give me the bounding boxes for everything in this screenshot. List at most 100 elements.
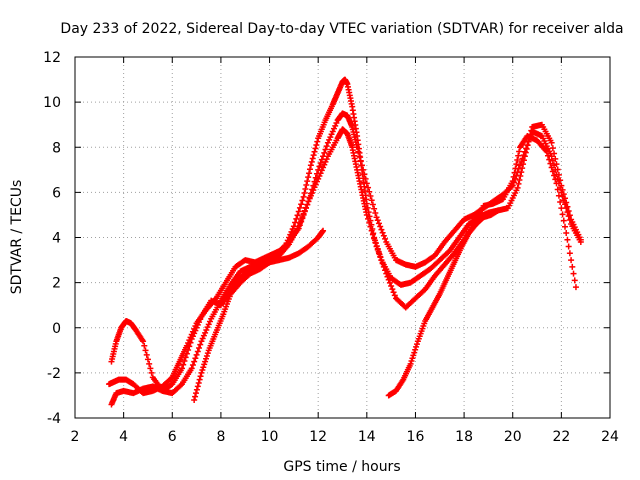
data-point	[192, 327, 199, 334]
data-point	[517, 162, 524, 169]
y-tick-label: 8	[52, 140, 61, 156]
data-point	[317, 160, 324, 167]
data-point	[569, 263, 576, 270]
y-tick-label: 12	[43, 50, 61, 66]
data-point	[379, 260, 386, 267]
data-point	[180, 361, 187, 368]
data-point	[518, 158, 525, 165]
data-point	[204, 350, 211, 357]
y-axis-label: SDTVAR / TECUs	[9, 180, 25, 295]
data-point	[312, 181, 319, 188]
data-point	[560, 217, 567, 224]
data-point	[303, 204, 310, 211]
x-tick-label: 2	[71, 429, 80, 445]
data-point	[188, 336, 195, 343]
data-point	[520, 152, 527, 159]
data-point	[559, 211, 566, 218]
data-point	[367, 223, 374, 230]
data-point	[552, 176, 559, 183]
data-point	[193, 324, 200, 331]
data-point	[563, 229, 570, 236]
data-point	[509, 178, 516, 185]
data-point	[544, 152, 551, 159]
x-tick-label: 10	[261, 429, 279, 445]
data-point	[313, 141, 320, 148]
data-point	[410, 352, 417, 359]
data-point	[322, 146, 329, 153]
data-point	[365, 215, 372, 222]
data-point	[572, 284, 579, 291]
data-point	[194, 383, 201, 390]
data-point	[310, 187, 317, 194]
data-point	[513, 161, 520, 168]
data-point	[303, 182, 310, 189]
data-point	[368, 227, 375, 234]
data-point	[360, 166, 367, 173]
data-point	[148, 369, 155, 376]
data-point	[562, 201, 569, 208]
data-point	[187, 339, 194, 346]
x-tick-label: 6	[168, 429, 177, 445]
data-point	[300, 193, 307, 200]
data-point	[521, 148, 528, 155]
data-point	[374, 246, 381, 253]
y-tick-label: 10	[43, 95, 61, 111]
data-point	[554, 186, 561, 193]
data-point	[553, 180, 560, 187]
data-point	[188, 365, 195, 372]
data-point	[324, 139, 331, 146]
x-axis-label: GPS time / hours	[283, 459, 400, 475]
data-point	[551, 172, 558, 179]
data-point	[309, 155, 316, 162]
data-point	[304, 201, 311, 208]
data-point	[196, 345, 203, 352]
data-point	[566, 217, 573, 224]
series-track-2	[108, 110, 584, 394]
data-point	[495, 207, 502, 214]
data-point	[143, 351, 150, 358]
data-point	[333, 119, 340, 126]
y-tick-label: 0	[52, 321, 61, 337]
data-point	[322, 158, 329, 165]
data-point	[510, 173, 517, 180]
data-point	[197, 341, 204, 348]
data-point	[369, 231, 376, 238]
data-point	[371, 205, 378, 212]
data-point	[557, 198, 564, 205]
data-point	[199, 335, 206, 342]
data-point	[191, 358, 198, 365]
data-point	[389, 286, 396, 293]
data-point	[355, 148, 362, 155]
data-point	[566, 250, 573, 257]
data-point	[413, 343, 420, 350]
data-point	[314, 138, 321, 145]
data-point	[357, 157, 364, 164]
data-point	[391, 292, 398, 299]
data-point	[571, 277, 578, 284]
data-point	[549, 168, 556, 175]
data-point	[565, 243, 572, 250]
data-point	[146, 360, 153, 367]
data-point	[197, 316, 204, 323]
data-point	[193, 386, 200, 393]
data-point	[306, 170, 313, 177]
data-point	[361, 171, 368, 178]
data-point	[379, 229, 386, 236]
data-point	[366, 188, 373, 195]
data-point	[206, 318, 213, 325]
data-point	[198, 338, 205, 345]
data-point	[386, 279, 393, 286]
data-point	[199, 367, 206, 374]
data-point	[295, 223, 302, 230]
data-point	[546, 156, 553, 163]
data-point	[307, 192, 314, 199]
data-point	[558, 189, 565, 196]
data-point	[408, 358, 415, 365]
data-point	[384, 273, 391, 280]
data-point	[564, 236, 571, 243]
data-point	[515, 180, 522, 187]
data-point	[298, 201, 305, 208]
data-point	[519, 155, 526, 162]
data-point	[366, 219, 373, 226]
